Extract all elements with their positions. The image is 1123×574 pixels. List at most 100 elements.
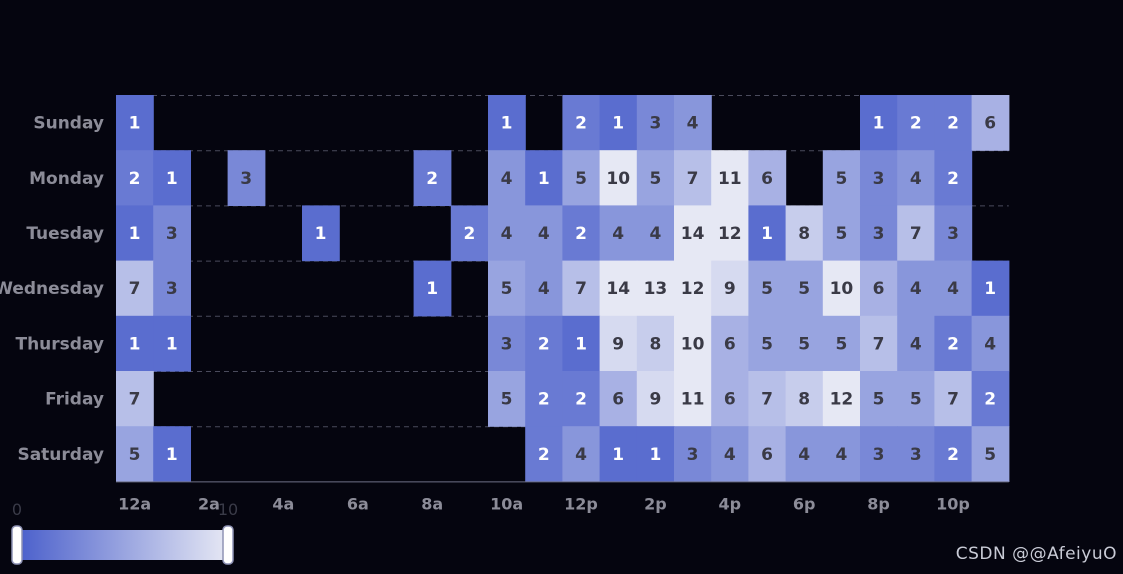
heatmap-cell	[674, 260, 712, 317]
heatmap-cell	[785, 260, 824, 317]
cell-value-label: 10	[606, 169, 630, 189]
cell-value-label: 3	[873, 169, 885, 189]
heatmap-cell	[413, 150, 452, 206]
heatmap-cell	[711, 150, 749, 206]
cell-value-label: 3	[910, 445, 922, 465]
heatmap-cell	[116, 260, 154, 317]
x-tick-label: 8p	[867, 494, 890, 513]
heatmap-cell	[488, 315, 526, 372]
heatmap-cell	[822, 315, 861, 372]
heatmap-cell	[488, 95, 526, 151]
heatmap-cell	[227, 150, 266, 206]
heatmap-cell	[674, 95, 712, 151]
heatmap-cell	[711, 371, 749, 427]
heatmap-cell	[413, 260, 452, 317]
heatmap-cell	[785, 315, 824, 372]
cell-value-label: 4	[910, 279, 922, 299]
cell-value-label: 2	[947, 445, 959, 465]
cell-value-label: 2	[947, 114, 959, 134]
cell-value-label: 1	[129, 334, 141, 354]
heatmap-cell	[748, 426, 787, 482]
visual-map-max-handle	[222, 525, 234, 565]
cell-value-label: 5	[501, 390, 513, 410]
heatmap-cell	[488, 371, 526, 427]
x-tick-label: 10p	[936, 494, 970, 513]
cell-value-label: 1	[538, 169, 550, 189]
cell-value-label: 3	[166, 224, 178, 244]
cell-value-label: 6	[761, 445, 773, 465]
heatmap-cell	[711, 205, 749, 262]
heatmap-cell	[674, 150, 712, 206]
heatmap-cell	[525, 150, 563, 206]
heatmap-cell	[153, 205, 191, 262]
heatmap-cell	[562, 205, 601, 262]
x-tick-label: 4p	[719, 494, 742, 513]
x-tick-label: 12a	[118, 494, 151, 513]
heatmap-cell	[525, 205, 563, 262]
heatmap-cell	[860, 205, 898, 262]
heatmap-cell	[822, 150, 861, 206]
cell-value-label: 3	[947, 224, 959, 244]
cell-value-label: 10	[830, 279, 854, 299]
cell-value-label: 4	[724, 445, 736, 465]
watermark: CSDN @@AfeiyuO	[955, 544, 1117, 564]
heatmap-cell	[636, 205, 675, 262]
cell-value-label: 4	[798, 445, 810, 465]
heatmap-cell	[785, 426, 824, 482]
heatmap-cell	[562, 260, 601, 317]
y-axis-label: Friday	[45, 390, 104, 410]
heatmap-cell	[860, 426, 898, 482]
cell-value-label: 4	[910, 169, 922, 189]
heatmap-cell	[599, 315, 638, 372]
cell-value-label: 1	[166, 169, 178, 189]
cell-value-label: 1	[612, 114, 624, 134]
heatmap-cell	[599, 205, 638, 262]
x-tick-label: 6a	[347, 494, 369, 513]
heatmap-cell	[971, 95, 1010, 151]
heatmap-cell	[897, 205, 935, 262]
heatmap-cell	[897, 150, 935, 206]
heatmap-cell	[860, 260, 898, 317]
cell-value-label: 2	[910, 114, 922, 134]
cell-value-label: 3	[649, 114, 661, 134]
cell-value-label: 1	[575, 334, 587, 354]
y-axis-label: Sunday	[33, 114, 104, 134]
cell-value-label: 5	[761, 279, 773, 299]
cell-value-label: 2	[538, 445, 550, 465]
cell-value-label: 7	[873, 334, 885, 354]
cell-value-label: 1	[426, 279, 438, 299]
cell-value-label: 2	[426, 169, 438, 189]
cell-value-label: 5	[129, 445, 141, 465]
cell-value-label: 2	[575, 390, 587, 410]
cell-value-label: 5	[798, 279, 810, 299]
heatmap-cell	[488, 260, 526, 317]
cell-value-label: 4	[687, 114, 699, 134]
heatmap-cell	[599, 150, 638, 206]
cell-value-label: 1	[129, 224, 141, 244]
cell-value-label: 1	[166, 334, 178, 354]
cell-value-label: 4	[984, 334, 996, 354]
cell-value-label: 2	[984, 390, 996, 410]
heatmap-cell	[748, 371, 787, 427]
cell-value-label: 2	[575, 114, 587, 134]
cell-value-label: 3	[873, 224, 885, 244]
cell-value-label: 4	[538, 224, 550, 244]
heatmap-cell	[674, 426, 712, 482]
heatmap-cell	[934, 371, 973, 427]
heatmap-cell	[636, 371, 675, 427]
x-tick-label: 6p	[793, 494, 816, 513]
cell-value-label: 1	[873, 114, 885, 134]
y-axis-label: Thursday	[15, 334, 104, 354]
cell-value-label: 7	[575, 279, 587, 299]
x-tick-label: 2a	[198, 494, 220, 513]
heatmap-cell	[822, 260, 861, 317]
cell-value-label: 5	[798, 334, 810, 354]
heatmap-cell	[674, 371, 712, 427]
heatmap-cell	[116, 205, 154, 262]
cell-value-label: 6	[724, 390, 736, 410]
heatmap-cell	[822, 371, 861, 427]
x-tick-label: 2p	[644, 494, 667, 513]
heatmap-cell	[153, 260, 191, 317]
cell-value-label: 2	[947, 169, 959, 189]
x-tick-label: 8a	[421, 494, 443, 513]
